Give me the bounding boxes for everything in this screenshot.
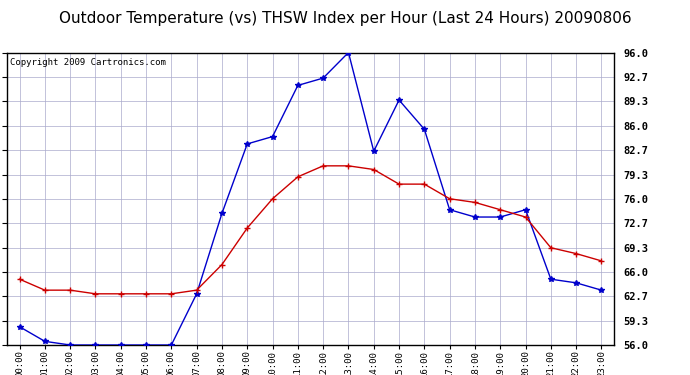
Text: Outdoor Temperature (vs) THSW Index per Hour (Last 24 Hours) 20090806: Outdoor Temperature (vs) THSW Index per … — [59, 11, 631, 26]
Text: Copyright 2009 Cartronics.com: Copyright 2009 Cartronics.com — [10, 58, 166, 68]
